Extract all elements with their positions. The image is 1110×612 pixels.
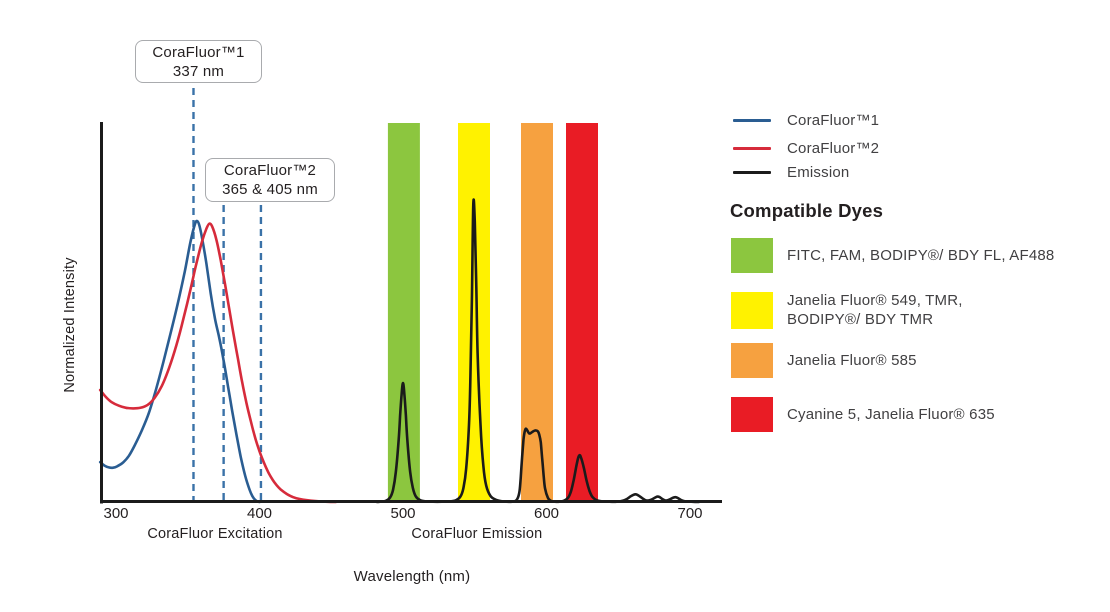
x-tick-500: 500 bbox=[390, 505, 416, 522]
dye-label: Cyanine 5, Janelia Fluor® 635 bbox=[787, 405, 995, 424]
red-filter-band bbox=[566, 123, 598, 502]
red-dye-swatch bbox=[731, 397, 773, 432]
dye-label: Janelia Fluor® 585 bbox=[787, 351, 917, 370]
x-tick-600: 600 bbox=[533, 505, 560, 522]
x-axis-label: Wavelength (nm) bbox=[353, 568, 471, 585]
corafluor2-callout-title: CoraFluor™2 bbox=[223, 162, 317, 179]
dye-label-line: Janelia Fluor® 549, TMR, bbox=[787, 292, 963, 309]
green-dye-swatch bbox=[731, 238, 773, 273]
dye-label-line: Janelia Fluor® 585 bbox=[787, 352, 917, 369]
x-tick-400: 400 bbox=[246, 505, 273, 522]
legend-item-corafluor1: CoraFluor™1 bbox=[733, 111, 880, 129]
legend-item-corafluor2: CoraFluor™2 bbox=[733, 139, 880, 157]
legend-label: CoraFluor™2 bbox=[787, 139, 880, 157]
yellow-dye-swatch bbox=[731, 291, 773, 329]
green-filter-band bbox=[387, 123, 420, 502]
dye-row-red: Cyanine 5, Janelia Fluor® 635 bbox=[731, 397, 995, 432]
dye-label-line: BODIPY®/ BDY TMR bbox=[787, 311, 934, 328]
dye-row-orange: Janelia Fluor® 585 bbox=[731, 343, 917, 378]
x-tick-300: 300 bbox=[103, 505, 129, 522]
legend-item-emission: Emission bbox=[733, 163, 850, 181]
orange-dye-swatch bbox=[731, 343, 773, 378]
axis-section-label: CoraFluor Emission bbox=[411, 526, 543, 542]
corafluor2-excitation-curve bbox=[98, 222, 337, 504]
corafluor1-line-swatch bbox=[733, 118, 771, 122]
corafluor2-callout-wavelength: 365 & 405 nm bbox=[222, 181, 318, 198]
dye-row-yellow: Janelia Fluor® 549, TMR, BODIPY®/ BDY TM… bbox=[731, 291, 963, 329]
dye-label-line: Cyanine 5, Janelia Fluor® 635 bbox=[787, 406, 995, 423]
orange-filter-band bbox=[521, 123, 553, 502]
x-tick-700: 700 bbox=[677, 505, 703, 522]
corafluor2-line-swatch bbox=[733, 146, 771, 150]
corafluor1-callout: CoraFluor™1 337 nm bbox=[135, 40, 262, 83]
legend-label: Emission bbox=[787, 163, 850, 181]
corafluor1-callout-title: CoraFluor™1 bbox=[152, 44, 245, 61]
emission-line-swatch bbox=[733, 170, 771, 174]
dye-label: FITC, FAM, BODIPY®/ BDY FL, AF488 bbox=[787, 246, 1054, 265]
corafluor1-callout-wavelength: 337 nm bbox=[172, 63, 225, 80]
y-axis-label: Normalized Intensity bbox=[62, 257, 78, 393]
compatible-dyes-heading: Compatible Dyes bbox=[730, 200, 884, 221]
yellow-filter-band bbox=[458, 123, 490, 502]
corafluor2-callout: CoraFluor™2 365 & 405 nm bbox=[205, 158, 335, 202]
dye-label-line: FITC, FAM, BODIPY®/ BDY FL, AF488 bbox=[787, 247, 1055, 264]
corafluor1-excitation-curve bbox=[98, 219, 261, 504]
dye-label: Janelia Fluor® 549, TMR, BODIPY®/ BDY TM… bbox=[787, 291, 963, 329]
dye-row-green: FITC, FAM, BODIPY®/ BDY FL, AF488 bbox=[731, 238, 1054, 273]
legend-label: CoraFluor™1 bbox=[787, 111, 880, 129]
axis-section-label: CoraFluor Excitation bbox=[147, 526, 283, 542]
